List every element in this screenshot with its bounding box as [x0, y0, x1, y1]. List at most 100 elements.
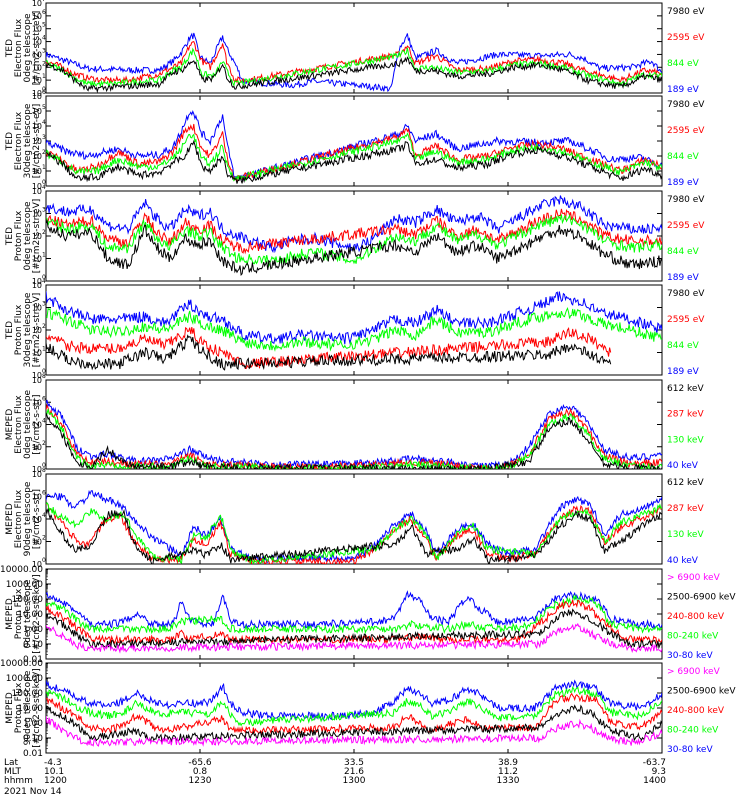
y-tick-exponent: 4 [42, 418, 46, 425]
legend-entry: 189 eV [667, 85, 700, 95]
y-tick-label: 10 [32, 63, 42, 72]
y-tick-label: 10 [32, 182, 42, 191]
legend-entry: 189 eV [667, 367, 700, 377]
legend-entry: 7980 eV [667, 7, 705, 17]
series-line-green [46, 502, 662, 564]
y-tick-label: 10 [32, 167, 42, 176]
legend-entry: 80-240 keV [667, 632, 719, 642]
y-axis-label: Electron Flux [14, 489, 24, 548]
legend-entry: 30-80 keV [667, 651, 713, 661]
y-tick-label: 10 [32, 137, 42, 146]
x-tick-label: 9.3 [652, 767, 666, 777]
y-axis-label: MEPED [5, 409, 15, 441]
y-tick-label: 0.10 [23, 734, 43, 744]
y-tick-exponent: 4 [42, 512, 46, 519]
y-axis-label: [#/cm2-s-str-eV] [32, 11, 42, 86]
y-axis-label: TED [5, 321, 15, 340]
x-tick-label: 10.1 [44, 767, 64, 777]
y-axis-label: 30deg telescope [23, 103, 33, 178]
y-axis-label: [#/cm2-s-str-keV] [32, 574, 42, 653]
y-tick-label: 100.00 [12, 595, 44, 605]
x-tick-label: 21.6 [344, 767, 364, 777]
y-tick-label: 10.00 [17, 610, 43, 620]
series-line-magenta [46, 715, 662, 747]
y-tick-exponent: 0 [42, 368, 46, 375]
y-axis-label: Proton Flux [14, 682, 24, 733]
y-tick-exponent: 4 [42, 278, 46, 285]
y-axis-label: TED [5, 132, 15, 151]
y-axis-label: MEPED [5, 692, 15, 724]
legend-entry: 130 keV [667, 530, 704, 540]
y-tick-label: 1000.00 [6, 674, 43, 684]
y-axis-label: [#/cm2-s-str] [32, 489, 42, 549]
y-tick-exponent: 4 [42, 184, 46, 191]
y-axis-label: Proton Flux [14, 210, 24, 261]
series-line-green [46, 594, 662, 635]
y-tick-label: 10 [32, 76, 42, 85]
series-line-blue [46, 291, 662, 345]
series-line-black [46, 334, 612, 371]
x-row-label: hhmm [4, 776, 33, 786]
y-tick-label: 10 [32, 326, 42, 335]
series-line-blue [46, 195, 662, 254]
date-label: 2021 Nov 14 [4, 787, 62, 797]
series-line-green [46, 47, 662, 88]
y-axis-label: [#/cm2-s-str-eV] [32, 104, 42, 179]
legend-entry: 7980 eV [667, 195, 705, 205]
legend-entry: 844 eV [667, 247, 700, 257]
series-line-green [46, 307, 662, 352]
legend-entry: 844 eV [667, 341, 700, 351]
x-tick-label: 1330 [497, 776, 520, 786]
y-tick-exponent: 1 [42, 252, 46, 259]
legend-entry: > 6900 keV [667, 667, 721, 677]
y-tick-exponent: 2 [42, 535, 46, 542]
legend-entry: 287 keV [667, 504, 704, 514]
y-tick-exponent: 3 [42, 207, 46, 214]
y-axis-label: 0deg telescope [23, 201, 33, 271]
y-axis-label: Electron Flux [14, 111, 24, 170]
y-tick-label: 10 [32, 443, 42, 452]
y-tick-label: 10 [32, 255, 42, 264]
y-axis-label: 30deg telescope [23, 292, 33, 367]
y-axis-label: TED [5, 39, 15, 58]
y-tick-exponent: 6 [42, 490, 46, 497]
series-line-green [46, 686, 662, 727]
y-tick-exponent: 6 [42, 9, 46, 16]
y-tick-label: 1.00 [23, 719, 43, 729]
y-tick-label: 10 [32, 515, 42, 524]
y-axis-label: Proton Flux [14, 304, 24, 355]
y-tick-exponent: 3 [42, 134, 46, 141]
panel-frame [45, 379, 663, 470]
y-tick-exponent: 3 [42, 301, 46, 308]
y-tick-label: 0.01 [23, 655, 43, 665]
legend-entry: 40 keV [667, 556, 699, 566]
y-tick-exponent: 8 [42, 373, 46, 380]
y-tick-label: 10 [32, 465, 42, 474]
series-line-red [46, 326, 612, 370]
series-line-green [46, 213, 662, 268]
series-line-black [46, 56, 662, 93]
legend-entry: 7980 eV [667, 289, 705, 299]
y-tick-exponent: 0 [42, 557, 46, 564]
legend-entry: 189 eV [667, 273, 700, 283]
y-tick-label: 0.10 [23, 640, 43, 650]
series-line-blue [46, 110, 662, 182]
y-tick-label: 10 [32, 152, 42, 161]
y-tick-label: 10.00 [17, 704, 43, 714]
y-tick-label: 10 [32, 470, 42, 479]
y-tick-exponent: 8 [42, 467, 46, 474]
x-tick-label: 11.2 [498, 767, 518, 777]
y-tick-label: 10 [32, 92, 42, 101]
y-tick-label: 10 [32, 304, 42, 313]
y-tick-label: 10 [32, 122, 42, 131]
y-tick-label: 10 [32, 421, 42, 430]
y-tick-exponent: 4 [42, 35, 46, 42]
y-tick-exponent: 6 [42, 89, 46, 96]
y-tick-exponent: 2 [42, 229, 46, 236]
